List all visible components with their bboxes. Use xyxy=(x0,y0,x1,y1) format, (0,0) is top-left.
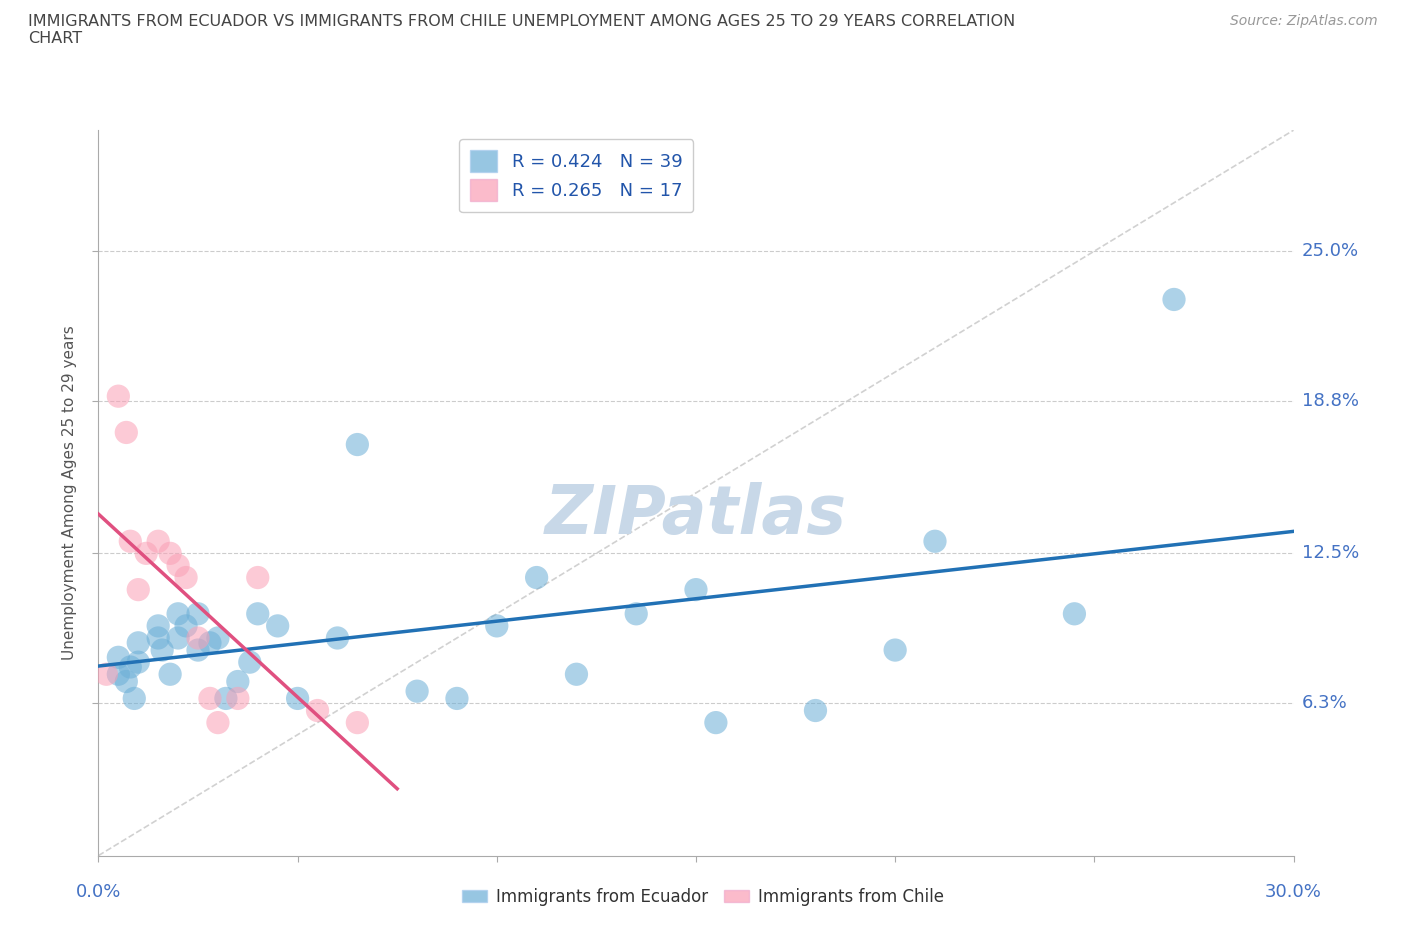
Point xyxy=(107,667,129,682)
Y-axis label: Unemployment Among Ages 25 to 29 years: Unemployment Among Ages 25 to 29 years xyxy=(62,326,77,660)
Point xyxy=(406,684,429,698)
Point xyxy=(167,631,190,645)
Text: 18.8%: 18.8% xyxy=(1302,392,1358,410)
Point xyxy=(148,534,170,549)
Point xyxy=(120,659,142,674)
Point xyxy=(159,546,181,561)
Point xyxy=(226,674,249,689)
Point xyxy=(346,437,368,452)
Point xyxy=(187,631,209,645)
Point xyxy=(167,558,190,573)
Point xyxy=(148,631,170,645)
Point xyxy=(685,582,707,597)
Text: 6.3%: 6.3% xyxy=(1302,695,1347,712)
Point xyxy=(446,691,468,706)
Text: 12.5%: 12.5% xyxy=(1302,544,1360,563)
Point xyxy=(150,643,173,658)
Point xyxy=(804,703,827,718)
Point xyxy=(120,534,142,549)
Point xyxy=(127,582,149,597)
Point xyxy=(174,570,197,585)
Point xyxy=(485,618,508,633)
Point xyxy=(124,691,146,706)
Point xyxy=(135,546,157,561)
Point xyxy=(107,650,129,665)
Point xyxy=(1163,292,1185,307)
Point xyxy=(215,691,238,706)
Point xyxy=(704,715,727,730)
Point xyxy=(207,631,229,645)
Text: 0.0%: 0.0% xyxy=(76,884,121,901)
Point xyxy=(267,618,290,633)
Point xyxy=(148,618,170,633)
Point xyxy=(198,691,221,706)
Point xyxy=(624,606,647,621)
Point xyxy=(127,655,149,670)
Text: Source: ZipAtlas.com: Source: ZipAtlas.com xyxy=(1230,14,1378,28)
Point xyxy=(1063,606,1085,621)
Text: IMMIGRANTS FROM ECUADOR VS IMMIGRANTS FROM CHILE UNEMPLOYMENT AMONG AGES 25 TO 2: IMMIGRANTS FROM ECUADOR VS IMMIGRANTS FR… xyxy=(28,14,1015,46)
Point xyxy=(187,643,209,658)
Point xyxy=(96,667,118,682)
Legend: R = 0.424   N = 39, R = 0.265   N = 17: R = 0.424 N = 39, R = 0.265 N = 17 xyxy=(460,140,693,212)
Point xyxy=(924,534,946,549)
Legend: Immigrants from Ecuador, Immigrants from Chile: Immigrants from Ecuador, Immigrants from… xyxy=(456,881,950,912)
Point xyxy=(239,655,262,670)
Point xyxy=(127,635,149,650)
Point xyxy=(884,643,907,658)
Point xyxy=(207,715,229,730)
Point xyxy=(187,606,209,621)
Point xyxy=(526,570,548,585)
Point xyxy=(107,389,129,404)
Point xyxy=(115,674,138,689)
Point xyxy=(167,606,190,621)
Point xyxy=(346,715,368,730)
Point xyxy=(565,667,588,682)
Text: ZIPatlas: ZIPatlas xyxy=(546,482,846,548)
Point xyxy=(246,570,269,585)
Text: 25.0%: 25.0% xyxy=(1302,242,1360,260)
Point xyxy=(198,635,221,650)
Point xyxy=(174,618,197,633)
Point xyxy=(159,667,181,682)
Point xyxy=(246,606,269,621)
Point xyxy=(287,691,309,706)
Text: 30.0%: 30.0% xyxy=(1265,884,1322,901)
Point xyxy=(326,631,349,645)
Point xyxy=(226,691,249,706)
Point xyxy=(307,703,329,718)
Point xyxy=(115,425,138,440)
